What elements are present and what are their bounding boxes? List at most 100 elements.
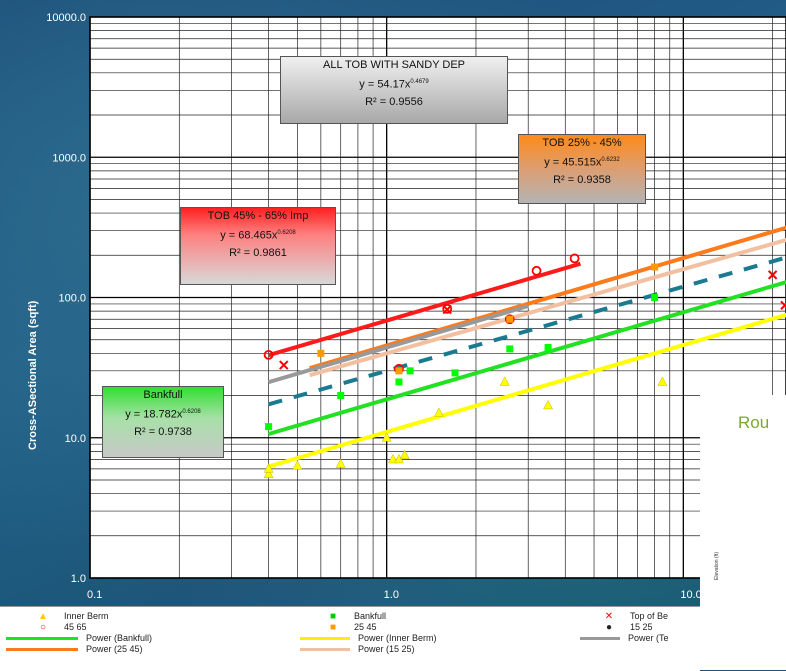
data-point [544,344,552,352]
data-point [780,300,786,310]
data-points [263,253,786,478]
data-point [406,367,414,375]
trendlines [268,225,786,469]
eqbox-bankfull: Bankfull y = 18.782x0.6208 R² = 0.9738 [102,386,224,458]
data-point [381,432,392,442]
equation-text: y = 68.465x [220,229,278,242]
eqbox-tob-45-65: TOB 45% - 65% Imp y = 68.465x0.6208 R² =… [180,207,336,285]
legend-label: Power (Bankfull) [86,633,153,643]
square-icon: ■ [329,622,337,633]
data-point [337,392,345,400]
plot-border [89,16,786,579]
legend-label: 15 25 [630,622,653,632]
equation-exponent: 0.6208 [277,230,296,236]
legend-item: ■ Bankfull [318,611,386,622]
eqbox-equation: y = 54.17x0.4679 [281,74,507,94]
inset-title: Rou [738,413,770,432]
eqbox-equation: y = 18.782x0.6208 [103,404,223,424]
eqbox-tob-25-45: TOB 25% - 45% y = 45.515x0.6232 R² = 0.9… [518,134,646,204]
inset-slide: Rou Elevation (ft) [700,395,786,670]
data-point [292,460,303,470]
y-tick-label: 100.0 [58,293,86,305]
y-tick-label: 1000.0 [52,152,86,164]
triangle-icon: ▲ [38,611,48,622]
legend-label: Power (25 45) [86,644,143,654]
trendline [309,225,786,371]
legend-item: ● 15 25 [594,622,653,633]
trendline [268,255,786,407]
equation-exponent: 0.6232 [601,157,620,163]
inset-axis-label: Elevation (ft) [714,551,720,580]
data-point [279,360,289,370]
data-point [767,270,778,280]
trendline [268,312,786,469]
legend-label: Top of Be [630,611,669,621]
data-point [506,345,514,353]
eqbox-r2: R² = 0.9358 [553,173,611,186]
line-swatch [6,648,78,652]
legend-label: Inner Berm [64,611,109,621]
eqbox-all-tob: ALL TOB WITH SANDY DEP y = 54.17x0.4679 … [280,56,508,124]
y-axis-label: Cross-ASectional Area (sqft) [27,300,39,450]
data-point [504,314,515,325]
legend-item: Power (Inner Berm) [300,633,437,644]
legend-item: Power (Te [580,633,669,644]
data-point [442,303,453,314]
x-icon: ✕ [604,611,614,622]
data-point [499,376,510,386]
eqbox-equation: y = 68.465x0.6208 [181,225,335,245]
equation-text: y = 45.515x [544,156,602,169]
legend-item: ✕ Top of Be [594,611,668,622]
line-swatch [300,648,350,652]
data-point [395,367,403,375]
equation-exponent: 0.6208 [182,409,201,415]
eqbox-title: TOB 45% - 65% Imp [207,210,309,222]
legend-item: Power (25 45) [6,644,143,655]
data-point [335,458,346,468]
data-point [569,253,580,264]
legend-label: 45 65 [64,622,87,632]
equation-text: y = 54.17x [359,78,411,91]
x-tick-label: 0.1 [87,589,102,601]
eqbox-r2: R² = 0.9556 [365,95,423,108]
line-swatch [6,637,78,641]
eqbox-title: ALL TOB WITH SANDY DEP [322,59,466,71]
legend-label: Power (Inner Berm) [358,633,437,643]
legend-item: ■ 25 45 [318,622,377,633]
trendline [309,237,786,378]
equation-exponent: 0.4679 [410,79,429,85]
legend-item: Power (Bankfull) [6,633,152,644]
eqbox-title: Bankfull [143,389,183,401]
data-point [265,423,273,431]
data-point [317,349,325,357]
y-tick-label: 10.0 [65,433,86,445]
data-point [442,304,452,315]
legend-item: ▲ Inner Berm [28,611,109,622]
x-tick-label: 10.0 [680,589,701,601]
eqbox-r2: R² = 0.9738 [134,425,192,438]
data-point [395,378,403,386]
data-point [433,407,444,417]
circle-icon: ○ [39,622,47,633]
square-icon: ■ [329,611,337,622]
data-point [263,349,274,360]
data-point [506,315,514,323]
eqbox-equation: y = 45.515x0.6232 [519,152,645,172]
data-point [657,376,668,386]
eqbox-title: TOB 25% - 45% [542,137,622,149]
data-point [263,468,274,478]
data-point [651,263,659,271]
legend-label: Power (Te [628,633,669,643]
legend-label: Bankfull [354,611,387,621]
data-point [399,449,410,460]
data-point [388,453,398,464]
data-point [543,399,553,410]
y-tick-label: 1.0 [71,573,86,585]
data-point [531,265,542,276]
legend-item: ○ 45 65 [28,622,87,633]
eqbox-r2: R² = 0.9861 [229,246,287,259]
data-point [263,463,274,473]
data-point [651,294,659,301]
dot-icon: ● [605,622,613,633]
